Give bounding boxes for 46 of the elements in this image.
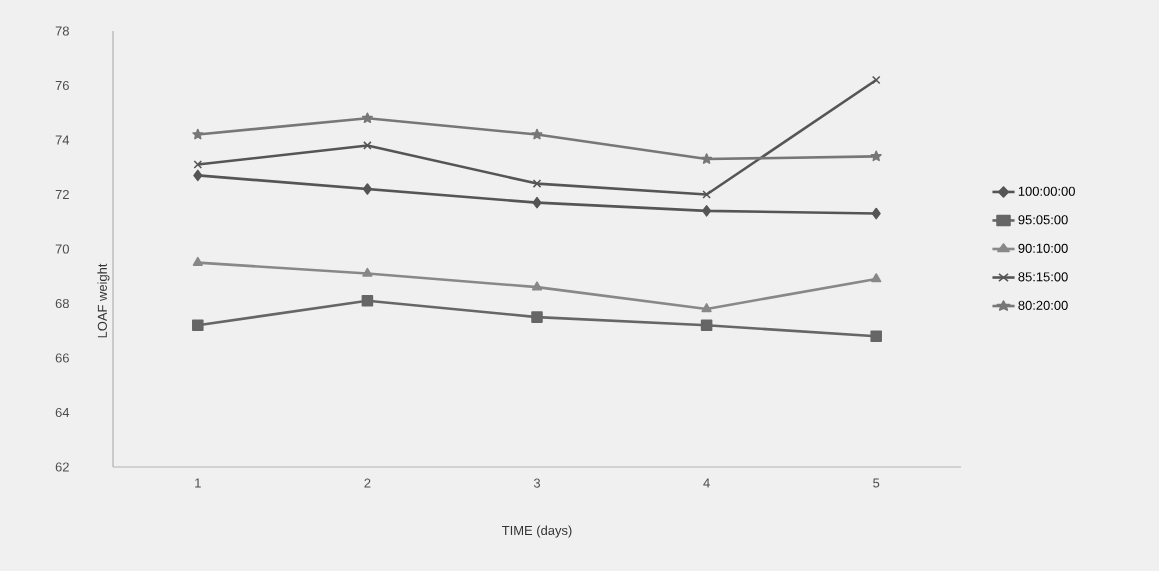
point	[192, 128, 204, 140]
point	[193, 160, 203, 169]
y-tick-label: 70	[55, 244, 69, 254]
point	[193, 169, 203, 182]
legend-label: 85:15:00	[1018, 272, 1068, 282]
point	[701, 303, 712, 313]
point	[531, 311, 543, 323]
point	[871, 207, 881, 220]
legend-label: 90:10:00	[1018, 243, 1068, 253]
point	[532, 196, 542, 209]
point	[531, 128, 543, 140]
legend-label: 95:05:00	[1018, 215, 1068, 225]
y-tick-label: 72	[55, 189, 69, 200]
point	[363, 141, 372, 150]
point	[192, 319, 204, 332]
y-tick-label: 74	[55, 135, 70, 145]
y-tick-label: 66	[55, 353, 69, 363]
point	[702, 205, 712, 217]
y-tick-label: 76	[55, 80, 69, 91]
x-tick-label: 1	[195, 478, 201, 488]
y-tick-label: 68	[55, 298, 69, 309]
legend-label: 80:20:00	[1018, 300, 1068, 310]
y-tick-label: 64	[55, 407, 70, 418]
point	[362, 183, 372, 195]
point	[532, 179, 542, 188]
x-tick-label: 4	[703, 478, 710, 488]
x-tick-label: 2	[364, 478, 371, 488]
point	[192, 256, 203, 266]
point	[700, 319, 713, 332]
y-tick-label: 78	[55, 26, 69, 36]
point	[871, 273, 882, 283]
point	[702, 190, 711, 199]
y-tick-label: 62	[55, 462, 69, 472]
legend-label: 100:00:00	[1018, 186, 1075, 196]
point	[701, 153, 713, 164]
point	[362, 267, 373, 277]
y-axis-title: LOAF weight	[97, 263, 110, 338]
point	[870, 330, 882, 342]
x-axis-title: TIME (days)	[502, 525, 572, 538]
point	[361, 112, 373, 124]
point	[870, 150, 882, 162]
point	[871, 75, 881, 85]
point	[361, 294, 374, 307]
x-tick-label: 3	[533, 478, 541, 488]
point	[531, 281, 543, 291]
x-tick-label: 5	[873, 478, 880, 488]
